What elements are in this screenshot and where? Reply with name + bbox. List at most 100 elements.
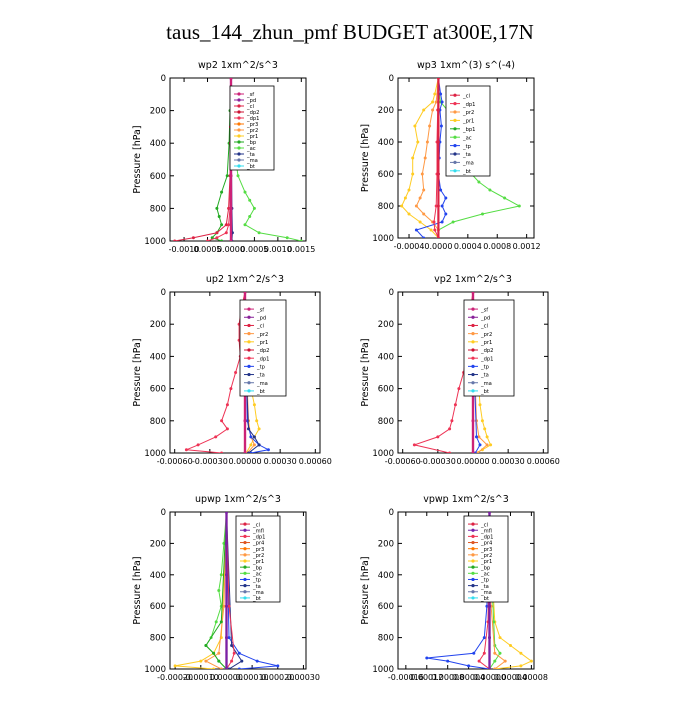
series-point-dp1	[215, 236, 219, 240]
series-point-ac	[248, 198, 252, 202]
y-tick-label: 600	[378, 170, 394, 180]
legend-label: _mfl	[480, 528, 492, 534]
y-axis-label: Pressure [hPa]	[360, 556, 371, 624]
x-tick-label: 0.00004	[452, 673, 485, 682]
legend-label: _tp	[480, 365, 490, 371]
series-point-cl	[436, 172, 440, 176]
series-point-tp	[478, 443, 482, 447]
x-tick-label: 0.0012	[513, 242, 541, 251]
legend-label: _tp	[480, 578, 490, 584]
x-tick-label: 0.0005	[240, 245, 268, 254]
series-point-pr1	[418, 220, 422, 224]
legend-marker	[237, 104, 241, 108]
series-point-dp1	[227, 604, 231, 608]
series-point-tp	[446, 659, 450, 663]
series-point-tp	[482, 636, 486, 640]
legend-label: _pr1	[480, 340, 492, 346]
legend-label: _bp	[246, 140, 257, 146]
series-point-mfl	[488, 667, 491, 669]
y-axis-label: Pressure [hPa]	[132, 556, 143, 624]
legend-label: _ma	[246, 158, 258, 164]
series-point-pr1	[509, 644, 512, 647]
legend-label: _pd	[256, 315, 266, 321]
series-point-mfl	[225, 541, 228, 545]
series-point-pr1	[199, 659, 203, 663]
legend-marker	[453, 102, 457, 106]
y-axis-label: Pressure [hPa]	[132, 338, 143, 406]
series-point-tp	[440, 204, 444, 208]
series-line-bp	[205, 512, 227, 669]
x-tick-label: 0.00060	[299, 457, 332, 466]
x-tick-label: 0.00010	[236, 673, 269, 682]
legend-label: _ma	[462, 161, 474, 167]
y-tick-label: 400	[150, 571, 166, 581]
legend-label: _pr1	[256, 340, 268, 346]
legend-label: _ma	[252, 590, 264, 596]
series-point-ta	[252, 435, 256, 439]
legend-label: _pr1	[252, 559, 264, 565]
series-point-pr2	[485, 443, 489, 447]
y-tick-label: 800	[378, 634, 394, 644]
series-point-ac	[492, 620, 496, 624]
series-point-tp	[266, 448, 270, 452]
legend-marker	[471, 332, 475, 336]
x-tick-label: 0.00000	[473, 673, 506, 682]
legend-marker	[247, 364, 251, 368]
y-tick-label: 0	[389, 508, 394, 518]
series-point-bp	[204, 644, 208, 647]
legend-marker	[247, 307, 251, 311]
series-point-pr1	[249, 443, 253, 447]
series-line-bp	[211, 78, 232, 241]
legend-label: _pd	[246, 98, 256, 104]
legend-marker	[243, 553, 247, 557]
legend-marker	[471, 315, 475, 319]
series-point-dp1	[184, 448, 188, 452]
series-point-tp	[440, 100, 444, 104]
series-point-dp1	[220, 419, 224, 423]
x-tick-label: -0.00020	[157, 673, 193, 682]
plot-frame	[169, 77, 307, 242]
series-point-dp1	[457, 387, 461, 391]
series-point-pr1	[485, 435, 489, 439]
plot-frame	[397, 511, 535, 670]
y-tick-label: 200	[378, 539, 394, 549]
legend-label: _pr3	[480, 547, 492, 553]
series-point-sf	[229, 239, 233, 241]
legend-marker	[243, 559, 247, 563]
series-point-cl	[436, 204, 440, 208]
x-tick-label: 0.00020	[261, 673, 294, 682]
chart-title: wp2 1xm^2/s^3	[198, 60, 278, 71]
series-line-ta	[226, 512, 243, 669]
series-point-ta	[230, 644, 234, 647]
series-point-sf	[243, 451, 247, 453]
legend-label: _ta	[252, 584, 261, 590]
legend-marker	[471, 356, 475, 360]
legend-label: _ma	[480, 590, 492, 596]
series-point-sf	[471, 451, 475, 453]
series-point-pr1	[173, 664, 177, 668]
x-tick-label: 0.00012	[410, 673, 443, 682]
x-tick-label: -0.00060	[385, 457, 421, 466]
legend: _sf_pd_cl_dp2_dp1_pr3_pr2_pr1_bp_ac_ta_m…	[229, 85, 275, 171]
y-tick-label: 1000	[372, 449, 394, 459]
series-point-tp	[440, 220, 444, 224]
legend-label: _tp	[462, 144, 472, 150]
series-point-pr1	[257, 427, 261, 431]
legend-label: _ac	[252, 572, 262, 578]
y-tick-label: 800	[378, 417, 394, 427]
legend-marker	[247, 356, 251, 360]
legend: _cl _dp1 _pr2 _pr1 _bp1 _ac _tp _ta _ma _bt	[445, 85, 491, 177]
y-axis-label: Pressure [hPa]	[132, 125, 143, 193]
series-point-mfl	[225, 573, 228, 577]
legend-marker	[243, 577, 247, 582]
series-point-ac	[219, 573, 223, 577]
series-point-pr1	[413, 124, 417, 128]
legend-label: _bp	[480, 565, 491, 571]
series-point-pr1	[480, 419, 484, 423]
y-tick-label: 200	[150, 539, 166, 549]
series-point-mfl	[225, 636, 228, 640]
legend-label: _sf	[480, 307, 488, 313]
y-tick-label: 0	[161, 74, 166, 84]
series-point-ac	[217, 589, 221, 592]
series-point-pr1	[422, 108, 426, 112]
